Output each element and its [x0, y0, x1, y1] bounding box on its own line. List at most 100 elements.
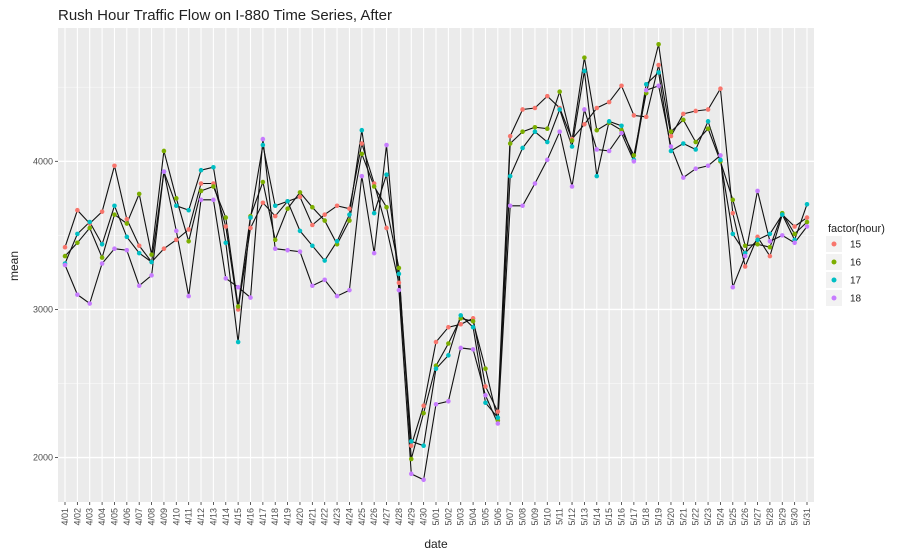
- data-point-15: [260, 200, 266, 206]
- x-tick-label: 5/14: [592, 508, 602, 526]
- data-point-16: [470, 318, 476, 324]
- data-point-15: [174, 237, 179, 243]
- data-point-18: [767, 239, 773, 244]
- x-tick-label: 4/25: [357, 508, 367, 526]
- data-point-16: [594, 127, 600, 133]
- data-point-18: [532, 181, 538, 186]
- data-point-16: [322, 218, 328, 223]
- data-point-17: [384, 172, 389, 177]
- data-point-15: [408, 443, 414, 449]
- x-tick-label: 4/26: [369, 508, 379, 526]
- data-point-18: [507, 203, 513, 209]
- data-point-16: [310, 204, 315, 210]
- data-point-18: [310, 283, 315, 289]
- x-tick-label: 4/14: [221, 508, 231, 526]
- data-point-15: [446, 324, 451, 330]
- data-point-18: [248, 295, 253, 300]
- data-point-17: [136, 250, 142, 256]
- data-point-17: [495, 415, 501, 420]
- data-point-16: [705, 126, 711, 132]
- data-point-17: [124, 234, 130, 240]
- x-tick-label: 5/28: [765, 508, 775, 526]
- data-point-16: [681, 117, 686, 123]
- data-point-15: [421, 403, 426, 409]
- data-point-15: [458, 321, 464, 327]
- data-point-17: [310, 243, 315, 249]
- x-tick-label: 5/20: [666, 508, 676, 526]
- data-point-15: [495, 409, 501, 414]
- data-point-15: [718, 86, 723, 92]
- x-tick-label: 5/16: [617, 508, 627, 526]
- data-point-18: [718, 153, 723, 158]
- x-tick-label: 4/24: [344, 508, 354, 526]
- x-tick-label: 4/01: [60, 508, 70, 526]
- data-point-18: [470, 347, 476, 352]
- data-point-15: [198, 181, 204, 186]
- data-point-17: [396, 271, 402, 277]
- data-point-15: [272, 213, 278, 219]
- data-point-18: [136, 283, 142, 289]
- data-point-17: [149, 259, 154, 265]
- data-point-16: [211, 184, 216, 189]
- data-point-16: [124, 221, 130, 226]
- x-tick-label: 5/08: [518, 508, 528, 526]
- data-point-18: [87, 301, 93, 306]
- data-point-17: [458, 313, 464, 318]
- data-point-17: [433, 366, 439, 371]
- x-tick-label: 4/19: [283, 508, 293, 526]
- x-tick-label: 4/28: [394, 508, 404, 526]
- x-tick-label: 5/04: [468, 508, 478, 526]
- data-point-16: [371, 184, 377, 189]
- data-point-18: [755, 188, 760, 194]
- data-point-18: [235, 284, 241, 290]
- data-point-18: [779, 233, 785, 238]
- data-point-16: [656, 41, 661, 47]
- data-point-16: [693, 139, 698, 145]
- data-point-15: [520, 107, 525, 112]
- data-point-15: [545, 93, 550, 99]
- data-point-17: [755, 237, 760, 243]
- data-point-15: [804, 215, 810, 220]
- data-point-16: [408, 456, 414, 462]
- data-point-17: [347, 212, 352, 217]
- x-tick-label: 4/21: [307, 508, 317, 526]
- data-point-15: [582, 121, 587, 127]
- data-point-15: [606, 99, 612, 105]
- x-tick-label: 4/27: [382, 508, 392, 526]
- data-point-16: [223, 215, 229, 220]
- x-tick-label: 5/24: [715, 508, 725, 526]
- data-point-15: [359, 141, 365, 146]
- data-point-16: [742, 243, 748, 249]
- data-point-16: [804, 219, 810, 225]
- data-point-17: [99, 241, 105, 247]
- x-tick-label: 5/10: [542, 508, 552, 526]
- data-point-17: [174, 203, 179, 209]
- data-point-16: [62, 253, 68, 259]
- data-point-17: [223, 240, 229, 246]
- data-point-18: [495, 421, 501, 426]
- data-point-18: [174, 228, 179, 234]
- data-point-18: [75, 292, 80, 297]
- data-point-16: [186, 239, 191, 244]
- data-point-17: [235, 339, 241, 345]
- data-point-17: [668, 148, 674, 154]
- data-point-16: [545, 126, 550, 132]
- x-axis-title: date: [424, 537, 448, 551]
- legend-label-18: 18: [850, 294, 862, 305]
- x-tick-label: 5/02: [443, 508, 453, 526]
- data-point-18: [693, 166, 698, 172]
- data-point-18: [643, 87, 649, 93]
- data-point-15: [681, 111, 686, 117]
- data-point-15: [99, 209, 105, 214]
- x-tick-label: 4/07: [134, 508, 144, 526]
- data-point-18: [112, 246, 117, 252]
- data-point-15: [693, 108, 698, 114]
- data-point-16: [136, 191, 142, 197]
- data-point-18: [582, 107, 587, 112]
- x-tick-label: 4/06: [122, 508, 132, 526]
- x-tick-label: 4/13: [208, 508, 218, 526]
- data-point-17: [408, 438, 414, 444]
- data-point-18: [285, 247, 290, 253]
- data-point-15: [631, 113, 637, 118]
